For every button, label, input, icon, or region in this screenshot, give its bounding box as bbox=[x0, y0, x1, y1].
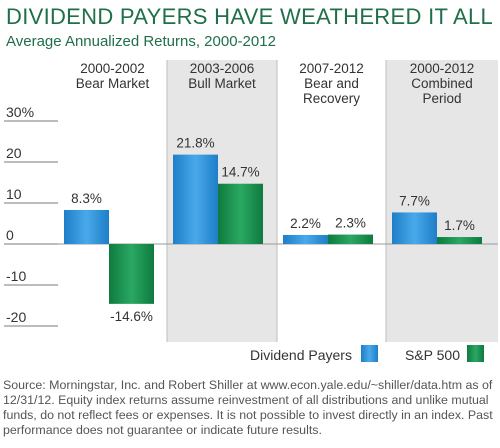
legend-label-dividend-payers: Dividend Payers bbox=[250, 347, 352, 363]
y-tick-label: -20 bbox=[6, 309, 26, 325]
sp500-bar bbox=[218, 183, 263, 244]
category-label: 2000-2012 bbox=[410, 61, 475, 76]
legend-swatch-dividend-payers bbox=[361, 345, 378, 362]
value-label: -14.6% bbox=[110, 309, 153, 324]
sp500-bar bbox=[328, 234, 373, 244]
value-label: 7.7% bbox=[399, 193, 430, 208]
dividend-payers-bar bbox=[283, 234, 328, 244]
sp500-bar bbox=[437, 237, 482, 244]
sp500-bar bbox=[109, 244, 154, 304]
value-label: 2.2% bbox=[290, 216, 321, 231]
dividend-payers-bar bbox=[392, 212, 437, 244]
legend-swatch-sp500 bbox=[467, 345, 484, 362]
value-label: 14.7% bbox=[221, 165, 259, 180]
value-label: 21.8% bbox=[176, 136, 214, 151]
panel-background-4 bbox=[386, 60, 498, 342]
value-label: 2.3% bbox=[335, 216, 366, 231]
category-label: 2007-2012 bbox=[299, 61, 364, 76]
y-tick-label: -10 bbox=[6, 268, 26, 284]
category-label: 2003-2006 bbox=[190, 61, 255, 76]
y-tick-label: 20 bbox=[6, 145, 22, 161]
category-label: Recovery bbox=[303, 91, 360, 106]
value-label: 8.3% bbox=[71, 191, 102, 206]
category-label: Bear and bbox=[304, 76, 359, 91]
y-tick-label: 30% bbox=[6, 104, 34, 120]
y-tick-label: 10 bbox=[6, 186, 22, 202]
category-label: 2000-2002 bbox=[80, 61, 145, 76]
category-label: Combined bbox=[411, 76, 473, 91]
chart-area: 30% 20 10 0 -10 -20 2000-2002 Bear Market 2003-2… bbox=[0, 52, 500, 381]
dividend-payers-bar bbox=[173, 154, 218, 244]
value-label: 1.7% bbox=[444, 218, 475, 233]
legend-label-sp500: S&P 500 bbox=[405, 347, 460, 363]
chart-title: DIVIDEND PAYERS HAVE WEATHERED IT ALL bbox=[6, 4, 494, 29]
category-label: Bull Market bbox=[188, 76, 256, 91]
chart-subtitle: Average Annualized Returns, 2000-2012 bbox=[6, 33, 276, 50]
source-note: Source: Morningstar, Inc. and Robert Shi… bbox=[3, 378, 493, 437]
category-label: Bear Market bbox=[76, 76, 150, 91]
category-label: Period bbox=[422, 91, 461, 106]
y-tick-label: 0 bbox=[6, 227, 14, 243]
dividend-payers-bar bbox=[64, 209, 109, 244]
